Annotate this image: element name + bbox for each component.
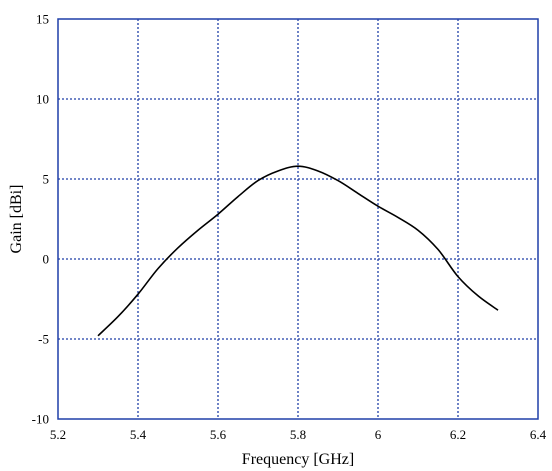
y-tick-label: 0 <box>43 252 50 267</box>
x-tick-label: 5.4 <box>130 427 147 442</box>
x-tick-label: 6 <box>375 427 382 442</box>
y-tick-label: 15 <box>36 12 49 27</box>
y-tick-label: 5 <box>43 172 50 187</box>
x-tick-label: 5.8 <box>290 427 306 442</box>
y-tick-label: 10 <box>36 92 49 107</box>
x-tick-label: 6.4 <box>530 427 547 442</box>
y-tick-label: -5 <box>38 332 49 347</box>
x-tick-label: 5.2 <box>50 427 66 442</box>
grid-lines <box>58 19 538 419</box>
plot-frame <box>57 18 539 420</box>
y-tick-label: -10 <box>32 412 49 427</box>
gain-curve <box>97 165 499 337</box>
tick-labels: 5.2 5.4 5.6 5.8 6 6.2 6.4 -10 -5 0 5 10 15 <box>32 12 547 443</box>
y-axis-title: Gain [dBi] <box>8 185 25 254</box>
x-axis-title: Frequency [GHz] <box>242 451 354 468</box>
x-tick-label: 6.2 <box>450 427 466 442</box>
x-tick-label: 5.6 <box>210 427 227 442</box>
